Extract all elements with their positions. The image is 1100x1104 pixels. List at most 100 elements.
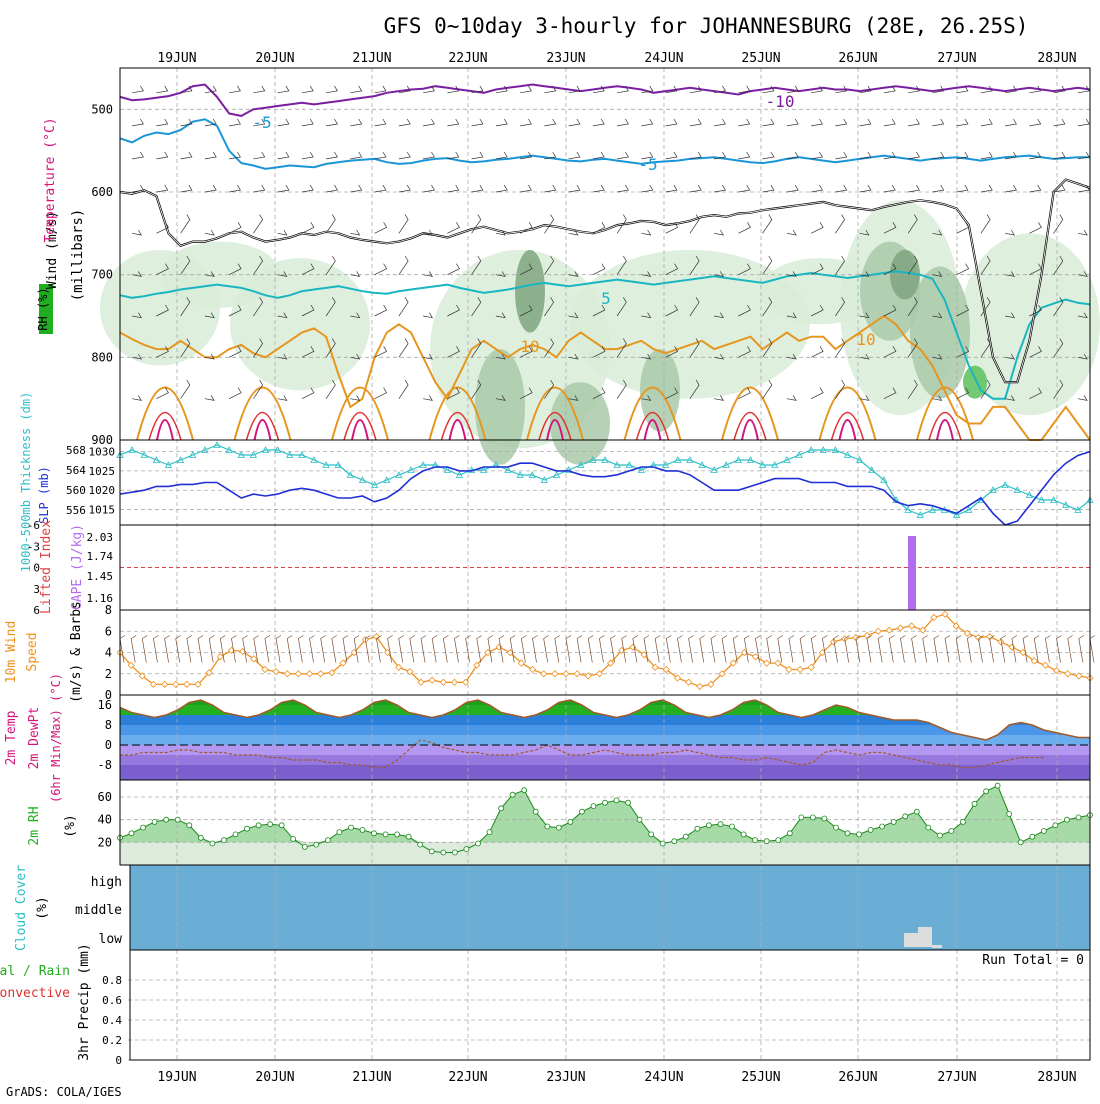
wind-barb bbox=[932, 271, 943, 277]
wind-barb bbox=[714, 395, 724, 401]
wind-barb bbox=[374, 387, 388, 400]
wind-barb bbox=[519, 346, 533, 358]
wind-speed-marker bbox=[305, 670, 314, 678]
wind-barb bbox=[495, 395, 506, 401]
rh-marker bbox=[960, 819, 966, 825]
wind-barb bbox=[228, 304, 242, 317]
thickness-marker bbox=[395, 471, 403, 478]
wind-barb-10m bbox=[822, 635, 828, 663]
wind-barb bbox=[907, 338, 918, 358]
wind-speed-marker bbox=[874, 627, 882, 635]
rh-marker bbox=[174, 816, 181, 823]
isotherm-20-inner bbox=[936, 419, 954, 441]
rh-marker bbox=[879, 823, 885, 830]
wind-barb-10m bbox=[922, 635, 928, 663]
wind-barb bbox=[811, 118, 823, 127]
wind-barb bbox=[228, 263, 242, 276]
wind-barb bbox=[617, 184, 629, 193]
low-cloud-block bbox=[932, 945, 942, 948]
wind-speed-marker bbox=[517, 659, 525, 667]
wind-barb bbox=[132, 312, 142, 319]
thickness-marker bbox=[528, 471, 536, 478]
isotherm-15 bbox=[428, 386, 487, 441]
wind-speed-marker bbox=[974, 634, 983, 642]
wind-barb-10m bbox=[353, 635, 360, 663]
rh-marker bbox=[451, 849, 458, 856]
wind-barb bbox=[301, 304, 315, 317]
wind-barb bbox=[1029, 387, 1042, 400]
rh-marker bbox=[359, 827, 366, 833]
wind-barb bbox=[495, 271, 506, 277]
wind-barb bbox=[592, 85, 605, 94]
wind-barb bbox=[859, 271, 870, 277]
wind-barb bbox=[1029, 118, 1042, 127]
wind-barb bbox=[350, 85, 363, 94]
thickness-marker bbox=[419, 461, 427, 468]
wind-speed-marker bbox=[718, 670, 726, 678]
wind-barb bbox=[1077, 85, 1090, 94]
wind-barb bbox=[835, 214, 846, 234]
wind-barb bbox=[156, 387, 169, 400]
contour-label: -5 bbox=[638, 155, 657, 174]
wind-barb bbox=[907, 214, 918, 234]
rh-marker bbox=[440, 849, 447, 856]
wind-barb bbox=[204, 353, 215, 360]
wind-barb bbox=[956, 346, 970, 358]
wind-barb bbox=[1053, 338, 1064, 358]
thickness-marker bbox=[698, 461, 706, 468]
li-tick-label: -6 bbox=[27, 519, 40, 532]
rh-shading bbox=[515, 249, 545, 333]
wind-barb bbox=[180, 151, 193, 160]
wind-barb bbox=[544, 151, 557, 160]
wind-barb bbox=[277, 85, 290, 94]
wind-barb bbox=[180, 379, 191, 399]
isotherm-15 bbox=[233, 386, 292, 441]
wind-barb bbox=[1029, 263, 1042, 276]
rh-marker bbox=[844, 830, 851, 837]
wind-barb bbox=[859, 353, 870, 360]
wind-barb bbox=[374, 222, 388, 234]
rh-marker bbox=[486, 829, 493, 835]
wind-barb bbox=[423, 353, 433, 360]
wind-barb bbox=[616, 214, 627, 234]
rh-marker bbox=[232, 831, 239, 838]
wind-barb bbox=[665, 85, 678, 94]
wind-speed-marker bbox=[573, 670, 581, 678]
li-tick-label: 0 bbox=[33, 562, 40, 575]
wind-barb bbox=[592, 151, 605, 160]
wind-barb bbox=[980, 297, 991, 317]
thickness-marker bbox=[140, 451, 148, 458]
thickness-marker bbox=[686, 456, 694, 463]
rh-marker bbox=[336, 829, 343, 835]
isotherm-20 bbox=[733, 411, 767, 441]
wind-speed-marker bbox=[205, 669, 213, 677]
wind-barb bbox=[180, 118, 193, 127]
cape-tick-label: 1.74 bbox=[87, 550, 114, 563]
wind-barb bbox=[617, 151, 629, 160]
wind-barb bbox=[762, 85, 775, 94]
wind-barb bbox=[156, 222, 169, 234]
date-label-top: 25JUN bbox=[741, 51, 780, 66]
rh-marker bbox=[810, 814, 816, 821]
wind-speed-marker bbox=[584, 672, 592, 680]
wind-barb bbox=[132, 85, 144, 94]
thickness-marker bbox=[843, 451, 852, 458]
wind-barb bbox=[641, 353, 652, 360]
wind-barb bbox=[495, 312, 506, 319]
rh-marker bbox=[509, 791, 516, 798]
isotherm-20 bbox=[538, 411, 572, 441]
wind-barb-10m bbox=[532, 635, 538, 663]
wind-barb bbox=[156, 346, 169, 358]
wind-barb bbox=[859, 395, 870, 401]
wind-barb bbox=[325, 379, 336, 399]
wind-barb bbox=[519, 263, 533, 276]
temp-band bbox=[120, 755, 1090, 765]
wind-barb bbox=[738, 151, 751, 160]
wind-barb bbox=[1077, 151, 1090, 160]
precip-tick-label: 0.6 bbox=[102, 994, 122, 1007]
wind-barb bbox=[374, 184, 387, 193]
wind-speed-marker bbox=[662, 665, 670, 674]
wind-barb bbox=[956, 263, 970, 276]
wind-barb bbox=[616, 379, 627, 399]
wind-barb bbox=[980, 151, 993, 160]
